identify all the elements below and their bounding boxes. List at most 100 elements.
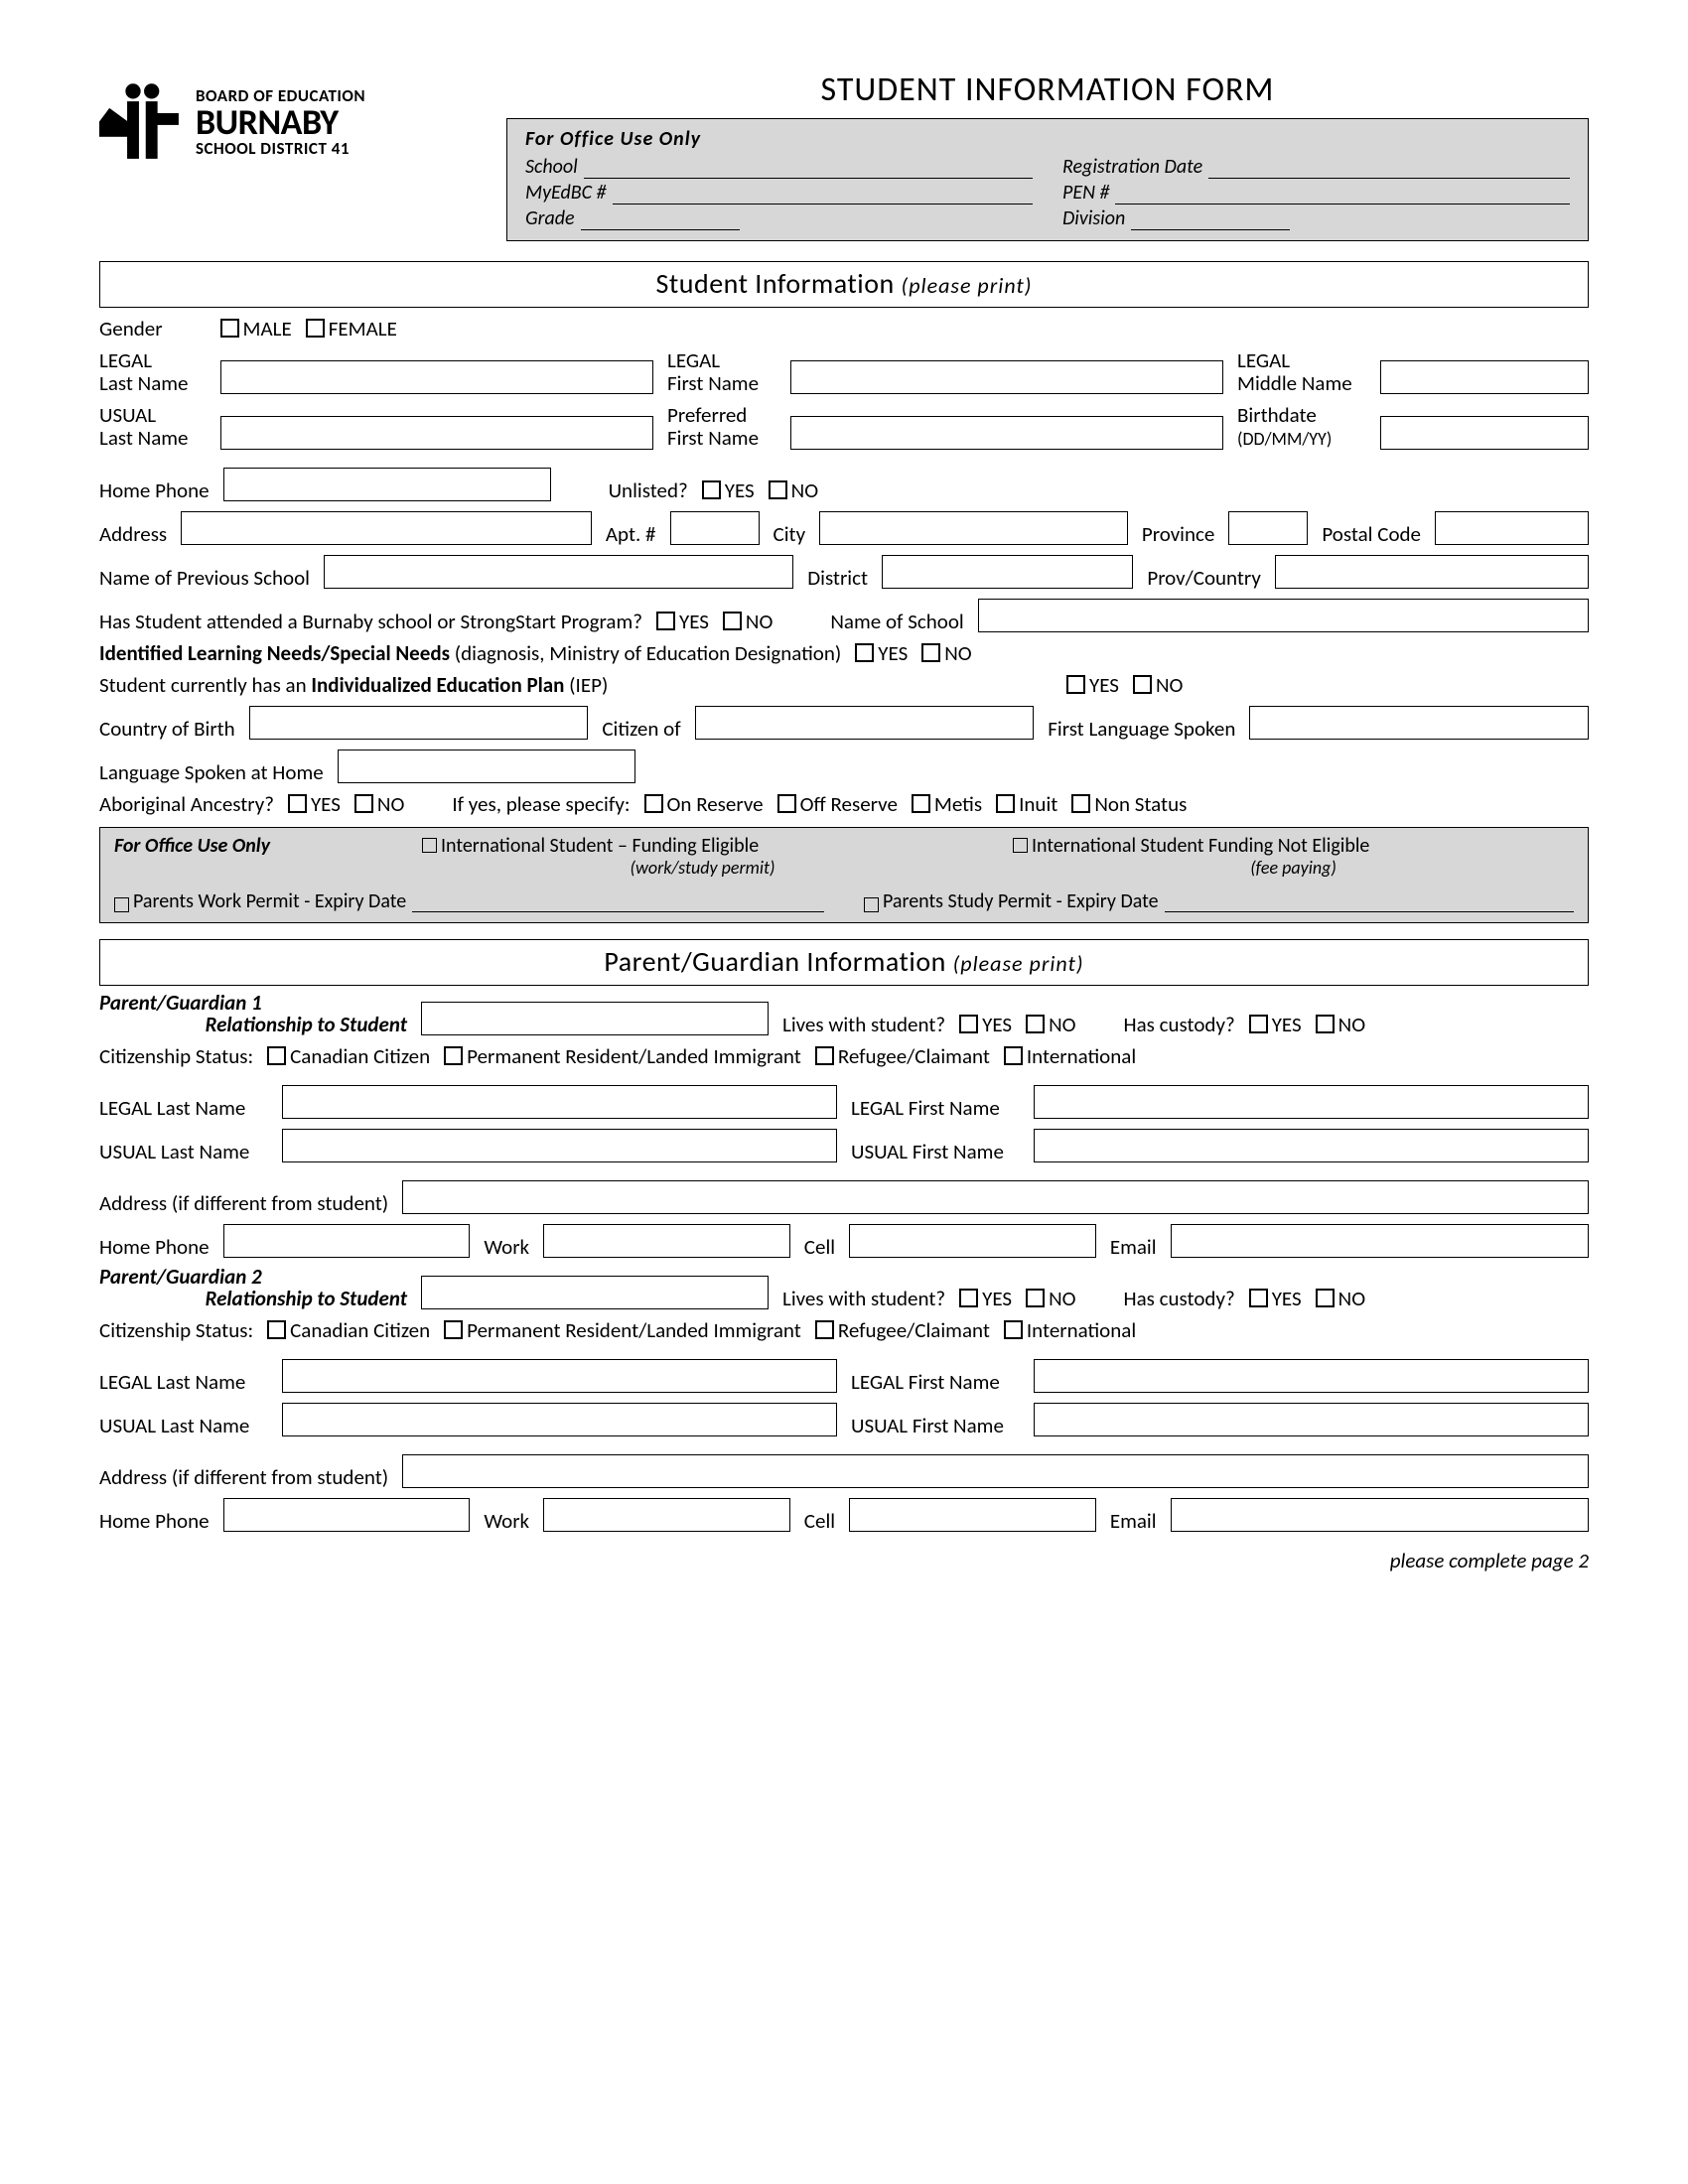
pg2-email-input[interactable] bbox=[1171, 1498, 1589, 1532]
cob-input[interactable] bbox=[249, 706, 589, 740]
pg1-legal-last-input[interactable] bbox=[282, 1085, 837, 1119]
non-status-checkbox[interactable] bbox=[1071, 794, 1090, 813]
office-use-top: For Office Use Only School Registration … bbox=[506, 118, 1589, 241]
metis-checkbox[interactable] bbox=[912, 794, 930, 813]
address-input[interactable] bbox=[181, 511, 592, 545]
on-reserve-checkbox[interactable] bbox=[644, 794, 663, 813]
prev-school-input[interactable] bbox=[324, 555, 793, 589]
pg2-cell-input[interactable] bbox=[849, 1498, 1096, 1532]
citizen-label: Citizen of bbox=[602, 718, 680, 740]
aboriginal-no-checkbox[interactable] bbox=[354, 794, 373, 813]
lang-home-input[interactable] bbox=[338, 750, 635, 783]
pg1-cell-input[interactable] bbox=[849, 1224, 1096, 1258]
pg2-legal-first-input[interactable] bbox=[1034, 1359, 1589, 1393]
unlisted-no-checkbox[interactable] bbox=[769, 480, 787, 499]
district-input[interactable] bbox=[882, 555, 1133, 589]
pg2-usual-last-input[interactable] bbox=[282, 1403, 837, 1436]
intl-not-checkbox[interactable] bbox=[1013, 838, 1028, 853]
pg2-custody-yes-checkbox[interactable] bbox=[1249, 1289, 1268, 1307]
inuit-checkbox[interactable] bbox=[996, 794, 1015, 813]
prov-country-input[interactable] bbox=[1275, 555, 1589, 589]
student-section-title: Student Information bbox=[656, 266, 895, 301]
pg-section-title: Parent/Guardian Information bbox=[604, 944, 945, 979]
address-label: Address bbox=[99, 523, 167, 545]
office-division-line[interactable] bbox=[1131, 210, 1290, 230]
pg2-pr-checkbox[interactable] bbox=[444, 1320, 463, 1339]
study-permit-line[interactable] bbox=[1165, 892, 1574, 912]
unlisted-yes-checkbox[interactable] bbox=[702, 480, 721, 499]
city-input[interactable] bbox=[819, 511, 1128, 545]
pg2-address-diff-input[interactable] bbox=[402, 1454, 1589, 1488]
pg1-intl-checkbox[interactable] bbox=[1004, 1046, 1023, 1065]
pg2-lives-yes-checkbox[interactable] bbox=[959, 1289, 978, 1307]
intl-elig-checkbox[interactable] bbox=[422, 838, 437, 853]
study-permit-checkbox[interactable] bbox=[864, 897, 879, 912]
pg2-intl-checkbox[interactable] bbox=[1004, 1320, 1023, 1339]
province-input[interactable] bbox=[1228, 511, 1308, 545]
legal-last-input[interactable] bbox=[220, 360, 653, 394]
pg1-lives-no-checkbox[interactable] bbox=[1026, 1015, 1045, 1033]
apt-label: Apt. # bbox=[606, 523, 656, 545]
pref-first-input[interactable] bbox=[790, 416, 1223, 450]
pg2-rc-checkbox[interactable] bbox=[815, 1320, 834, 1339]
student-please-print: (please print) bbox=[902, 272, 1033, 299]
pg1-rc-checkbox[interactable] bbox=[815, 1046, 834, 1065]
birthdate-input[interactable] bbox=[1380, 416, 1589, 450]
pg1-work-label: Work bbox=[484, 1236, 529, 1258]
attended-yes-checkbox[interactable] bbox=[656, 612, 675, 630]
legal-middle-input[interactable] bbox=[1380, 360, 1589, 394]
pg-please-print: (please print) bbox=[953, 950, 1084, 977]
pg1-lives-yes-checkbox[interactable] bbox=[959, 1015, 978, 1033]
pg1-home-phone-input[interactable] bbox=[223, 1224, 471, 1258]
home-phone-input[interactable] bbox=[223, 468, 551, 501]
iep-yes-checkbox[interactable] bbox=[1066, 675, 1085, 694]
office-myedbc-line[interactable] bbox=[613, 185, 1033, 205]
office-school-line[interactable] bbox=[584, 159, 1033, 179]
pg1-work-input[interactable] bbox=[543, 1224, 790, 1258]
office-grade-line[interactable] bbox=[581, 210, 740, 230]
pg1-relationship-input[interactable] bbox=[421, 1002, 769, 1035]
pg1-address-diff-input[interactable] bbox=[402, 1180, 1589, 1214]
male-checkbox[interactable] bbox=[220, 319, 239, 338]
pg1-usual-last-input[interactable] bbox=[282, 1129, 837, 1162]
intl-elig-label: International Student – Funding Eligible bbox=[441, 834, 759, 858]
iep-no-checkbox[interactable] bbox=[1133, 675, 1152, 694]
pg1-home-phone-label: Home Phone bbox=[99, 1236, 210, 1258]
legal-first-input[interactable] bbox=[790, 360, 1223, 394]
pg1-cc-checkbox[interactable] bbox=[267, 1046, 286, 1065]
pg2-legal-last-input[interactable] bbox=[282, 1359, 837, 1393]
pg1-pr-checkbox[interactable] bbox=[444, 1046, 463, 1065]
first-lang-input[interactable] bbox=[1249, 706, 1589, 740]
pg1-custody-no-checkbox[interactable] bbox=[1316, 1015, 1335, 1033]
aboriginal-yes-checkbox[interactable] bbox=[288, 794, 307, 813]
iep-b: Individualized Education Plan bbox=[311, 672, 564, 698]
pg2-cc-checkbox[interactable] bbox=[267, 1320, 286, 1339]
apt-input[interactable] bbox=[670, 511, 760, 545]
pg2-home-phone-input[interactable] bbox=[223, 1498, 471, 1532]
needs-yes-checkbox[interactable] bbox=[855, 643, 874, 662]
office-top-title: For Office Use Only bbox=[525, 127, 1570, 151]
pg2-work-input[interactable] bbox=[543, 1498, 790, 1532]
work-permit-line[interactable] bbox=[412, 892, 824, 912]
pg1-legal-first-input[interactable] bbox=[1034, 1085, 1589, 1119]
pg2-custody-no-checkbox[interactable] bbox=[1316, 1289, 1335, 1307]
usual-last-input[interactable] bbox=[220, 416, 653, 450]
citizen-input[interactable] bbox=[695, 706, 1035, 740]
pg1-custody-yes-checkbox[interactable] bbox=[1249, 1015, 1268, 1033]
pg2-heading: Parent/Guardian 2 bbox=[99, 1266, 407, 1288]
pg1-usual-first-input[interactable] bbox=[1034, 1129, 1589, 1162]
work-permit-checkbox[interactable] bbox=[114, 897, 129, 912]
pg1-email-input[interactable] bbox=[1171, 1224, 1589, 1258]
name-of-school-input[interactable] bbox=[978, 599, 1589, 632]
pg2-relationship-input[interactable] bbox=[421, 1276, 769, 1309]
attended-no-checkbox[interactable] bbox=[723, 612, 742, 630]
pg2-usual-first-input[interactable] bbox=[1034, 1403, 1589, 1436]
office-regdate-line[interactable] bbox=[1208, 159, 1570, 179]
needs-no-checkbox[interactable] bbox=[921, 643, 940, 662]
office-pen-line[interactable] bbox=[1115, 185, 1570, 205]
female-checkbox[interactable] bbox=[306, 319, 325, 338]
off-reserve-checkbox[interactable] bbox=[777, 794, 796, 813]
postal-input[interactable] bbox=[1435, 511, 1589, 545]
pg2-citizenship-label: Citizenship Status: bbox=[99, 1319, 253, 1341]
pg2-lives-no-checkbox[interactable] bbox=[1026, 1289, 1045, 1307]
